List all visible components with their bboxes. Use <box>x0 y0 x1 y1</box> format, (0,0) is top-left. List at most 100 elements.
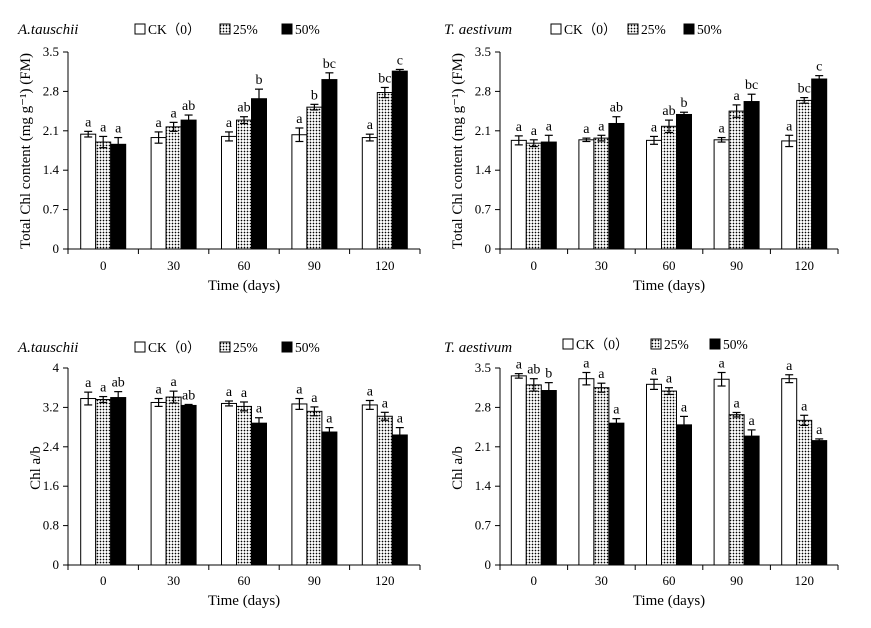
bar-ck <box>578 139 595 250</box>
bar-25 <box>728 110 745 250</box>
y-tick-label: 0.7 <box>475 518 492 533</box>
significance-label: a <box>85 376 92 391</box>
legend-label: 50% <box>295 340 320 355</box>
bar-25 <box>593 387 610 566</box>
significance-label: a <box>296 112 303 127</box>
y-tick-label: 2.8 <box>475 399 491 414</box>
y-tick-label: 0.7 <box>43 202 60 217</box>
significance-label: a <box>583 122 590 137</box>
significance-label: b <box>256 73 263 88</box>
bar-50 <box>321 79 338 250</box>
legend-label: CK（0） <box>564 22 617 37</box>
significance-label: a <box>367 118 374 133</box>
x-tick-label: 120 <box>794 573 814 588</box>
y-axis-label: Total Chl content (mg g⁻¹) (FM) <box>18 53 34 249</box>
bar-ck <box>713 139 730 250</box>
significance-label: a <box>170 375 177 390</box>
y-tick-label: 4 <box>53 360 60 375</box>
bar-50 <box>110 143 127 250</box>
bar-50 <box>540 141 557 250</box>
significance-label: a <box>651 363 658 378</box>
bar-ck <box>713 378 730 566</box>
significance-label: a <box>651 120 658 135</box>
legend-swatch-ck <box>562 338 574 350</box>
x-tick-label: 30 <box>595 573 608 588</box>
panel-title: A.tauschii <box>17 22 78 38</box>
significance-label: b <box>545 367 552 382</box>
y-tick-label: 3.2 <box>43 399 59 414</box>
x-axis-label: Time (days) <box>208 278 280 294</box>
legend-label: 25% <box>233 340 258 355</box>
x-tick-label: 0 <box>531 573 538 588</box>
bar-50 <box>251 422 267 566</box>
bar-ck <box>221 402 237 566</box>
legend-label: 25% <box>664 337 689 352</box>
x-tick-label: 30 <box>595 258 608 273</box>
bar-50 <box>251 98 267 250</box>
significance-label: a <box>546 119 553 134</box>
y-tick-label: 3.5 <box>43 44 59 59</box>
significance-label: a <box>226 385 233 400</box>
panel-title: T. aestivum <box>444 22 512 38</box>
y-tick-label: 2.4 <box>43 439 60 454</box>
panel-title: A.tauschii <box>17 340 78 356</box>
x-axis-label: Time (days) <box>633 278 705 294</box>
legend-swatch-50 <box>281 341 293 353</box>
bar-ck <box>781 140 798 250</box>
significance-label: a <box>733 396 740 411</box>
significance-label: a <box>115 122 122 137</box>
legend-swatch-ck <box>134 23 146 35</box>
bar-ck <box>646 139 662 250</box>
significance-label: bc <box>798 82 811 97</box>
y-tick-label: 0 <box>485 557 492 572</box>
bar-ck <box>291 403 308 566</box>
bar-25 <box>95 141 112 250</box>
bar-ck <box>361 404 378 566</box>
significance-label: a <box>85 115 92 130</box>
bar-ck <box>361 137 378 250</box>
bar-50 <box>110 397 127 566</box>
significance-label: a <box>311 391 318 406</box>
significance-label: a <box>241 386 248 401</box>
significance-label: ab <box>610 101 623 116</box>
legend-label: 25% <box>641 22 666 37</box>
significance-label: a <box>598 119 605 134</box>
bar-50 <box>180 404 197 566</box>
x-tick-label: 90 <box>730 573 743 588</box>
y-tick-label: 1.4 <box>475 162 492 177</box>
significance-label: b <box>311 88 318 103</box>
y-axis-label: Chl a/b <box>28 446 44 490</box>
bar-ck <box>781 378 798 566</box>
x-tick-label: 30 <box>167 573 180 588</box>
bar-25 <box>306 106 323 250</box>
bar-ck <box>150 401 167 566</box>
significance-label: a <box>100 381 107 396</box>
bar-ck <box>510 375 527 566</box>
legend-label: 50% <box>723 337 748 352</box>
x-tick-label: 120 <box>375 573 395 588</box>
significance-label: a <box>816 423 823 438</box>
x-tick-label: 60 <box>663 258 676 273</box>
significance-label: a <box>397 412 404 427</box>
bar-50 <box>676 113 692 250</box>
significance-label: bc <box>745 78 758 93</box>
y-tick-label: 0.7 <box>475 202 492 217</box>
legend-label: 25% <box>233 22 258 37</box>
significance-label: a <box>367 385 374 400</box>
y-tick-label: 1.4 <box>43 162 60 177</box>
significance-label: a <box>100 120 107 135</box>
significance-label: ab <box>112 376 125 391</box>
bar-50 <box>391 70 408 250</box>
y-tick-label: 0 <box>53 241 60 256</box>
bar-25 <box>661 390 677 566</box>
significance-label: b <box>681 96 688 111</box>
significance-label: a <box>681 400 688 415</box>
bar-50 <box>676 424 692 566</box>
legend-label: CK（0） <box>148 22 201 37</box>
bar-25 <box>796 419 813 566</box>
x-tick-label: 0 <box>531 258 538 273</box>
y-tick-label: 2.1 <box>43 123 59 138</box>
